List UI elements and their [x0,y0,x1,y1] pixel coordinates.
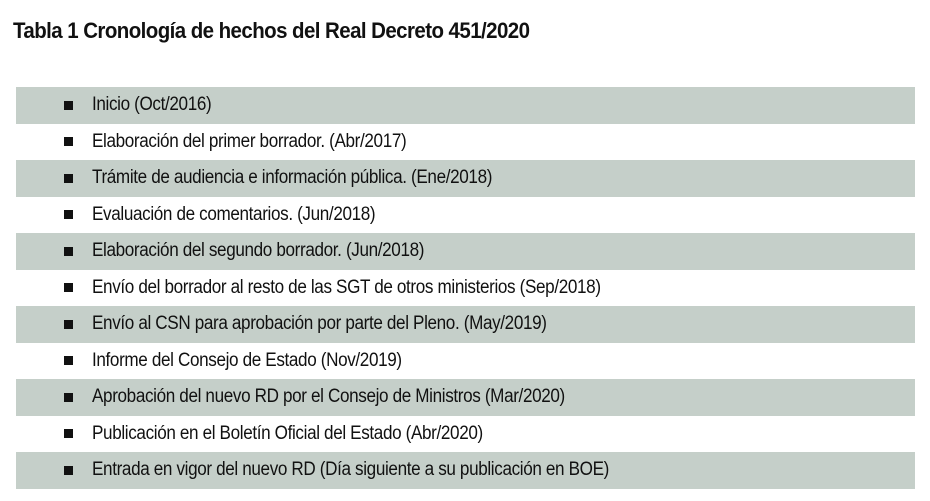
table-row: Aprobación del nuevo RD por el Consejo d… [16,379,915,416]
table-row: Elaboración del segundo borrador. (Jun/2… [16,233,915,270]
table-row: Envío del borrador al resto de las SGT d… [16,269,915,306]
square-bullet-icon [64,137,73,147]
square-bullet-icon [64,173,73,183]
row-label: Elaboración del segundo borrador. (Jun/2… [92,240,425,262]
row-label: Informe del Consejo de Estado (Nov/2019) [92,349,402,371]
square-bullet-icon [64,392,73,402]
square-bullet-icon [64,246,73,256]
row-label: Entrada en vigor del nuevo RD (Día sigui… [92,459,609,481]
square-bullet-icon [64,356,73,366]
row-label: Aprobación del nuevo RD por el Consejo d… [92,386,565,408]
square-bullet-icon [64,429,73,439]
table-row: Trámite de audiencia e información públi… [16,160,915,197]
row-label: Evaluación de comentarios. (Jun/2018) [92,203,376,225]
chronology-table: Inicio (Oct/2016) Elaboración del primer… [16,87,915,489]
square-bullet-icon [64,319,73,329]
square-bullet-icon [64,465,73,475]
table-row: Evaluación de comentarios. (Jun/2018) [16,196,915,233]
row-label: Elaboración del primer borrador. (Abr/20… [92,130,407,152]
square-bullet-icon [64,283,73,293]
table-title: Tabla 1 Cronología de hechos del Real De… [13,18,530,43]
square-bullet-icon [64,210,73,220]
table-row: Informe del Consejo de Estado (Nov/2019) [16,342,915,379]
table-row: Envío al CSN para aprobación por parte d… [16,306,915,343]
row-label: Publicación en el Boletín Oficial del Es… [92,422,483,444]
table-row: Entrada en vigor del nuevo RD (Día sigui… [16,452,915,489]
row-label: Trámite de audiencia e información públi… [92,167,493,189]
square-bullet-icon [64,100,73,110]
row-label: Inicio (Oct/2016) [92,94,212,116]
row-label: Envío del borrador al resto de las SGT d… [92,276,601,298]
table-row: Publicación en el Boletín Oficial del Es… [16,415,915,452]
row-label: Envío al CSN para aprobación por parte d… [92,313,547,335]
table-row: Elaboración del primer borrador. (Abr/20… [16,123,915,160]
table-row: Inicio (Oct/2016) [16,87,915,124]
